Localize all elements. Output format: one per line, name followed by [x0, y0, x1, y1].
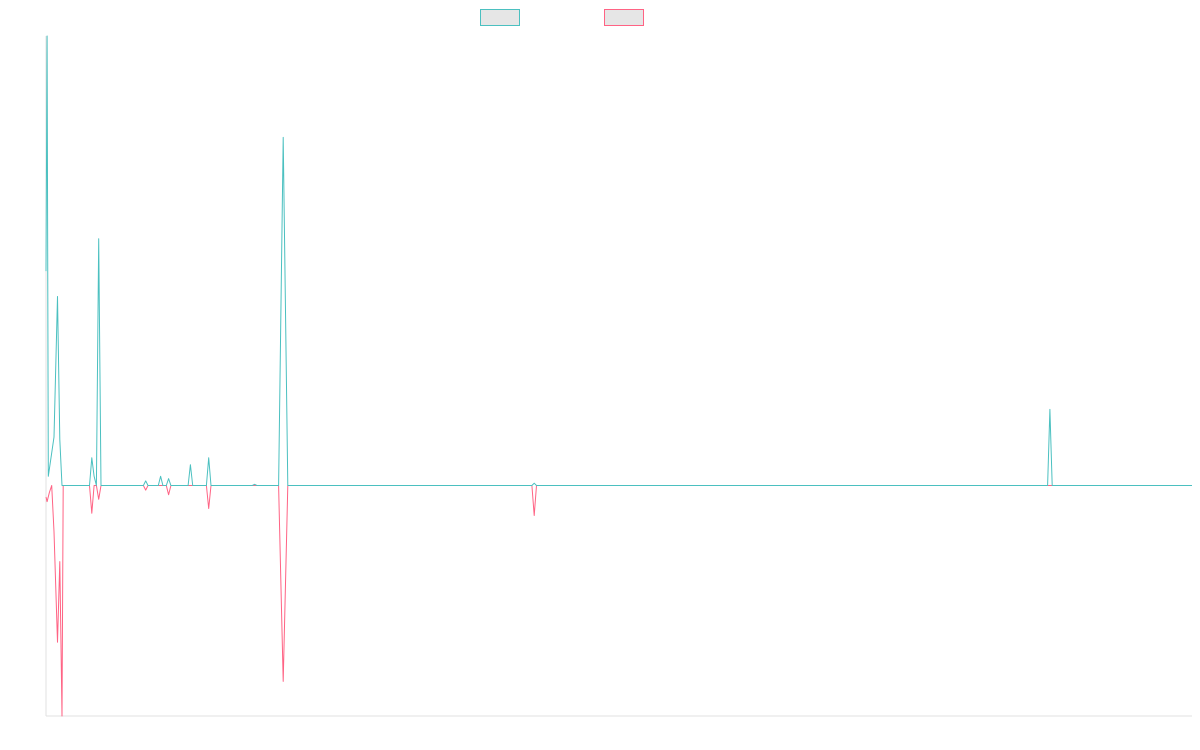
legend-item-series-a[interactable] — [480, 9, 520, 26]
series-line-a — [45, 35, 1192, 486]
series-line-b — [45, 485, 1192, 717]
legend-item-series-b[interactable] — [604, 9, 644, 26]
